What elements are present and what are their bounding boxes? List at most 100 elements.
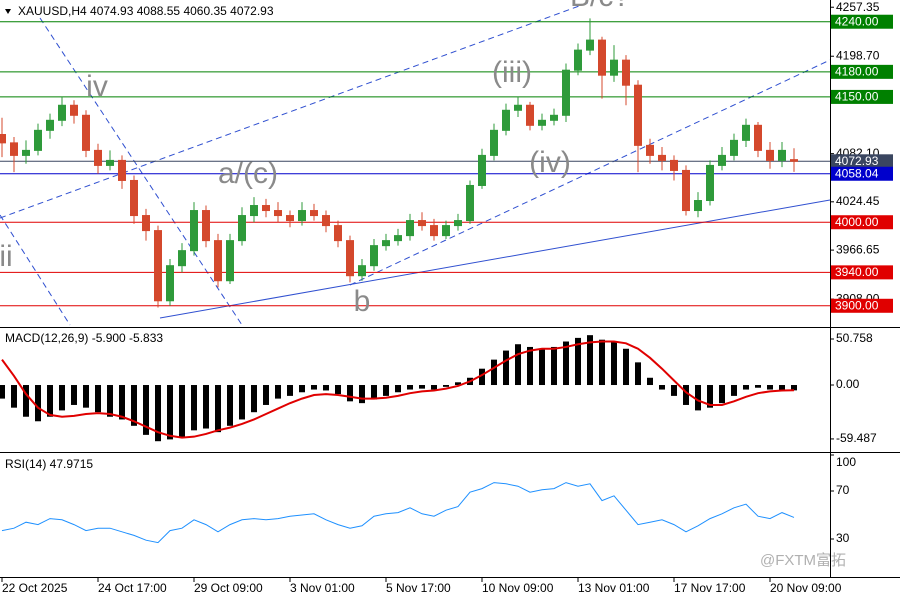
candle-body	[382, 240, 390, 247]
candle-body	[10, 142, 18, 156]
candle-body	[154, 230, 162, 302]
candle-body	[0, 134, 6, 144]
candle-body	[94, 149, 102, 166]
macd-bar	[575, 337, 581, 386]
candle-body	[598, 39, 606, 76]
macd-bar	[587, 335, 593, 386]
candle-body	[46, 119, 54, 131]
x-tick-label: 22 Oct 2025	[2, 581, 68, 595]
candle-body	[34, 129, 42, 151]
macd-bar	[755, 385, 761, 388]
macd-bar	[611, 341, 617, 386]
candle-body	[394, 235, 402, 242]
x-tick-label: 10 Nov 09:00	[482, 581, 554, 595]
macd-bar	[779, 385, 785, 391]
macd-bar	[155, 385, 161, 442]
watermark: @FXTM富拓	[760, 551, 846, 569]
candle-body	[274, 210, 282, 217]
macd-bar	[407, 385, 413, 390]
level-label: 4180.00	[835, 65, 879, 79]
trend-line	[159, 199, 831, 319]
macd-bar	[179, 385, 185, 438]
candle-body	[22, 149, 30, 156]
channel-line	[0, 1, 591, 219]
candle-body	[250, 205, 258, 217]
candle-body	[502, 109, 510, 131]
candle-body	[298, 210, 306, 222]
macd-bar	[659, 385, 665, 390]
candle-body	[106, 159, 114, 166]
candle-body	[142, 215, 150, 232]
candle-body	[58, 104, 66, 121]
level-label: 4072.93	[835, 154, 879, 168]
wave-label: B/c?	[570, 0, 630, 13]
candle-body	[406, 220, 414, 237]
y-tick-label: 4257.35	[836, 0, 880, 14]
candle-body	[214, 240, 222, 282]
x-tick-label: 20 Nov 09:00	[770, 581, 842, 595]
candle-body	[730, 139, 738, 156]
y-tick-label: 3966.65	[836, 242, 880, 256]
macd-bar	[203, 385, 209, 429]
level-label-box	[831, 14, 893, 29]
candle-body	[442, 225, 450, 237]
macd-bar	[731, 385, 737, 396]
candle-body	[70, 104, 78, 116]
candle-body	[166, 265, 174, 302]
macd-bar	[71, 385, 77, 405]
macd-bar	[311, 385, 317, 390]
rsi-title: RSI(14) 47.9715	[5, 457, 93, 471]
macd-bar	[0, 385, 5, 399]
wave-label: (iv)	[529, 146, 571, 179]
candle-body	[82, 114, 90, 151]
candle-body	[322, 215, 330, 227]
candle-body	[538, 119, 546, 126]
candle-body	[718, 154, 726, 166]
macd-bar	[59, 385, 65, 411]
macd-bar	[599, 339, 605, 386]
candle-body	[658, 154, 666, 161]
candle-body	[310, 210, 318, 217]
y-tick-label: 4024.45	[836, 194, 880, 208]
x-tick-label: 5 Nov 17:00	[386, 581, 451, 595]
candle-body	[574, 49, 582, 71]
wave-label: b	[354, 285, 371, 318]
candle-body	[358, 265, 366, 277]
macd-bar	[335, 385, 341, 395]
macd-bar	[263, 385, 269, 405]
y-tick-label: 100	[836, 455, 856, 469]
level-label: 4000.00	[835, 215, 879, 229]
macd-bar	[563, 341, 569, 386]
candle-body	[514, 104, 522, 111]
macd-title: MACD(12,26,9) -5.900 -5.833	[5, 331, 163, 345]
level-label: 4240.00	[835, 14, 879, 28]
macd-bar	[791, 385, 797, 391]
y-tick-label: 50.758	[836, 331, 873, 345]
macd-bar	[323, 385, 329, 391]
chart-title: XAUUSD,H4 4074.93 4088.55 4060.35 4072.9…	[18, 4, 274, 18]
macd-bar	[431, 385, 437, 390]
candle-body	[790, 159, 798, 162]
macd-bar	[167, 385, 173, 440]
signal-line	[1, 340, 795, 439]
candle-body	[682, 169, 690, 212]
level-label-box	[831, 265, 893, 280]
level-label: 3900.00	[835, 298, 879, 312]
macd-bar	[287, 385, 293, 396]
macd-bar	[131, 385, 137, 426]
candle-body	[610, 59, 618, 76]
macd-bar	[767, 385, 773, 390]
candle-body	[226, 240, 234, 282]
candle-body	[370, 245, 378, 267]
wave-label: a/(c)	[218, 157, 278, 190]
candle-body	[334, 225, 342, 242]
x-tick-label: 24 Oct 17:00	[98, 581, 167, 595]
macd-bar	[251, 385, 257, 413]
macd-bar	[419, 385, 425, 389]
rsi-line	[1, 482, 795, 544]
macd-bar	[395, 385, 401, 393]
macd-bar	[503, 350, 509, 386]
candle-body	[478, 154, 486, 186]
candle-body	[562, 69, 570, 116]
